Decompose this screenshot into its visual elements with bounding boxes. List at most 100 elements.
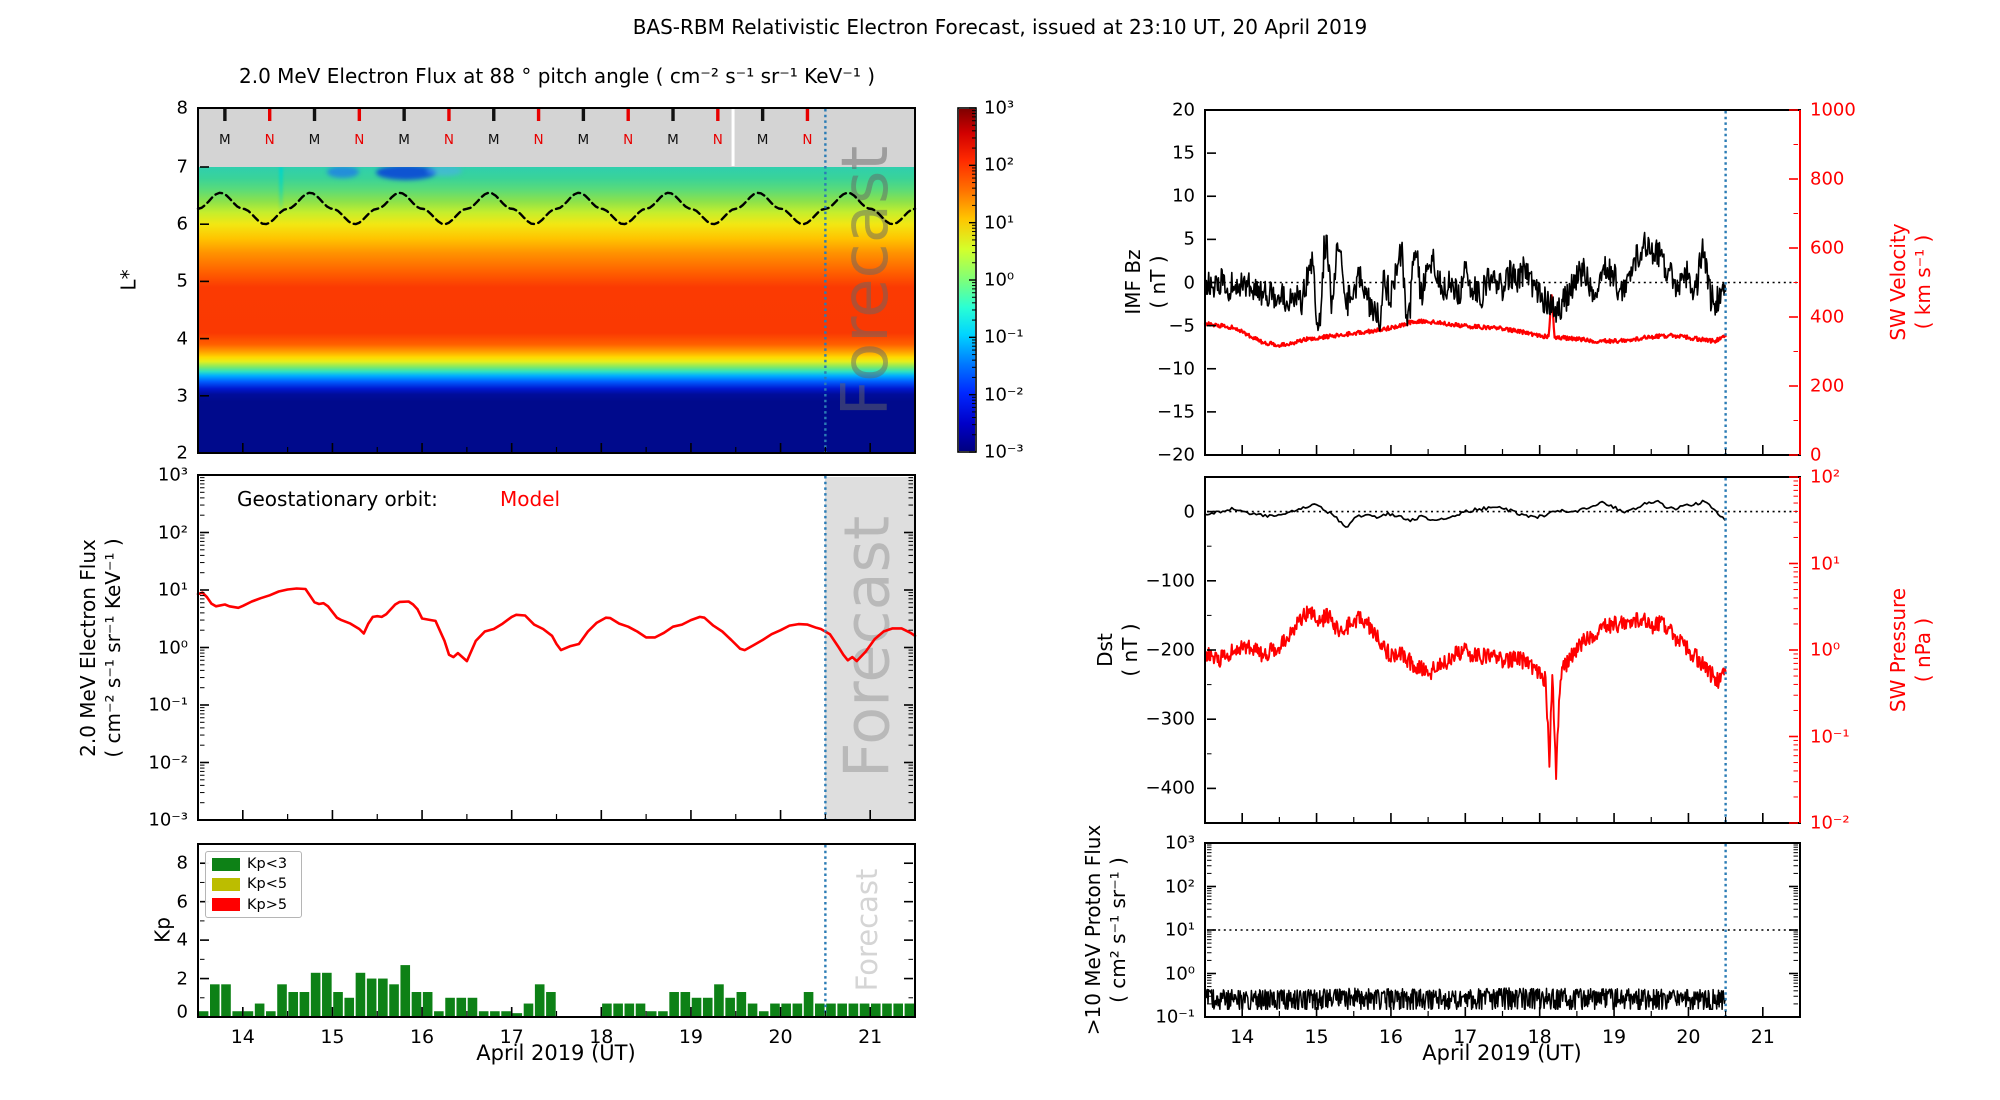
tick-label: 10¹: [1164, 919, 1195, 941]
tick-label: −100: [1145, 570, 1195, 592]
legend-swatch-yellow: [212, 877, 240, 891]
tick-label: −300: [1145, 708, 1195, 730]
tick-label: 1000: [1810, 99, 1856, 121]
tick-label: 10⁰: [984, 269, 1015, 291]
proton-flux-axis-label-line2: ( cm² s⁻¹ sr⁻¹ ): [1106, 857, 1130, 1003]
tick-label: 5: [1183, 228, 1195, 250]
tick-label: 0: [1810, 444, 1822, 466]
tick-label: 10⁻²: [148, 752, 188, 773]
tick-label: 15: [1172, 142, 1195, 164]
sw-pressure-axis-label-line2: ( nPa ): [1911, 617, 1935, 683]
sw-velocity-axis-label: SW Velocity ( km s⁻¹ ): [1886, 223, 1936, 340]
tick-label: 10⁻³: [148, 809, 188, 831]
tick-label: 15: [320, 1026, 345, 1048]
tick-label: −10: [1157, 358, 1195, 380]
tick-label: 10³: [984, 97, 1015, 119]
tick-label: −200: [1145, 639, 1195, 661]
tick-label: 14: [1230, 1026, 1255, 1048]
imf-bz-axis-label: IMF Bz ( nT ): [1121, 249, 1171, 314]
figure-title: BAS-RBM Relativistic Electron Forecast, …: [632, 15, 1368, 39]
tick-label: 2: [176, 442, 188, 464]
tick-label: 10⁻²: [1810, 812, 1850, 834]
legend-label: Kp>5: [247, 896, 288, 913]
tick-label: 21: [1750, 1026, 1775, 1048]
tick-label: 600: [1810, 237, 1845, 259]
sw-pressure-axis-label-line1: SW Pressure: [1886, 587, 1910, 713]
tick-label: 10⁰: [1810, 639, 1841, 661]
forecast-watermark: Forecast: [830, 515, 904, 779]
tick-label: 8: [176, 852, 188, 874]
model-series-label: Model: [500, 487, 561, 511]
kp-legend: Kp<3 Kp<5 Kp>5: [205, 851, 302, 918]
imf-bz-axis-label-line1: IMF Bz: [1121, 249, 1145, 315]
tick-label: 0: [1183, 501, 1195, 523]
tick-label: 4: [176, 929, 188, 951]
dst-axis-label-line1: Dst: [1093, 633, 1117, 667]
imf-bz-axis-label-line2: ( nT ): [1146, 255, 1170, 309]
tick-label: 19: [1601, 1026, 1627, 1048]
tick-label: 4: [176, 328, 188, 350]
orbit-marker-band: [198, 108, 915, 167]
tick-label: 21: [858, 1026, 883, 1048]
dst-axis-label: Dst ( nT ): [1093, 623, 1143, 676]
legend-item-kp-lt3: Kp<3: [212, 856, 295, 872]
tick-label: −15: [1157, 401, 1195, 423]
tick-label: 6: [176, 891, 188, 913]
tick-label: 19: [678, 1026, 704, 1048]
proton-flux-axis-label-line1: >10 MeV Proton Flux: [1081, 824, 1105, 1036]
tick-label: 0: [176, 1001, 188, 1023]
legend-item-kp-lt5: Kp<5: [212, 876, 295, 892]
tick-label: 200: [1810, 375, 1845, 397]
tick-label: 0: [1183, 272, 1195, 293]
tick-label: 16: [1378, 1026, 1404, 1048]
tick-label: 10⁻¹: [148, 694, 188, 716]
flux-spectrogram-heatmap: [198, 165, 915, 453]
proton-flux-axis-label: >10 MeV Proton Flux ( cm² s⁻¹ sr⁻¹ ): [1081, 825, 1131, 1036]
spectrogram-blue-blob: [327, 166, 359, 178]
colorbar-gradient: [959, 109, 975, 451]
tick-label: −400: [1145, 777, 1195, 799]
spectrogram-cyan-streak: [279, 167, 283, 213]
tick-label: 10⁻¹: [1155, 1006, 1195, 1028]
tick-label: 800: [1810, 168, 1845, 190]
electron-flux-axis-label-line2: ( cm⁻² s⁻¹ sr⁻¹ KeV⁻¹ ): [101, 538, 125, 758]
tick-label: 400: [1810, 306, 1845, 328]
tick-label: 10¹: [1810, 553, 1841, 574]
tick-label: −5: [1168, 315, 1195, 337]
electron-flux-axis-label: 2.0 MeV Electron Flux ( cm⁻² s⁻¹ sr⁻¹ Ke…: [76, 538, 126, 757]
sw-pressure-axis-label: SW Pressure ( nPa ): [1886, 588, 1936, 712]
tick-label: 10: [1172, 185, 1195, 207]
tick-label: 20: [1676, 1026, 1701, 1048]
tick-label: 20: [768, 1026, 793, 1048]
tick-label: 10²: [984, 154, 1015, 176]
legend-item-kp-gt5: Kp>5: [212, 897, 295, 913]
tick-label: 6: [176, 213, 188, 235]
sw-velocity-axis-label-line1: SW Velocity: [1886, 223, 1910, 341]
tick-label: 2: [176, 968, 188, 990]
legend-label: Kp<3: [247, 856, 288, 873]
tick-label: 14: [230, 1026, 255, 1048]
x-axis-label-right: April 2019 (UT): [1422, 1041, 1582, 1065]
tick-label: 10³: [1164, 832, 1195, 854]
spectrogram-blue-blob: [426, 166, 462, 176]
lstar-axis-label: L*: [116, 269, 141, 291]
tick-label: 7: [176, 156, 188, 178]
tick-label: 10²: [1810, 466, 1841, 488]
dst-axis-label-line2: ( nT ): [1118, 623, 1142, 677]
tick-label: 8: [176, 97, 188, 119]
tick-label: 10⁻¹: [984, 326, 1024, 348]
geostationary-annotation: Geostationary orbit:: [237, 487, 438, 511]
tick-label: 10⁻¹: [1810, 726, 1850, 747]
tick-label: 10¹: [157, 579, 188, 601]
x-axis-label-left: April 2019 (UT): [476, 1041, 636, 1065]
legend-swatch-green: [212, 857, 240, 871]
tick-label: 5: [176, 270, 188, 292]
sw-velocity-axis-label-line2: ( km s⁻¹ ): [1911, 234, 1935, 330]
tick-label: 10⁰: [1164, 963, 1195, 984]
tick-label: 10⁻²: [984, 384, 1024, 406]
tick-label: 20: [1172, 99, 1195, 121]
spectrogram-title: 2.0 MeV Electron Flux at 88 ° pitch angl…: [238, 64, 876, 88]
electron-flux-axis-label-line1: 2.0 MeV Electron Flux: [76, 539, 100, 757]
tick-label: 10³: [157, 464, 188, 486]
